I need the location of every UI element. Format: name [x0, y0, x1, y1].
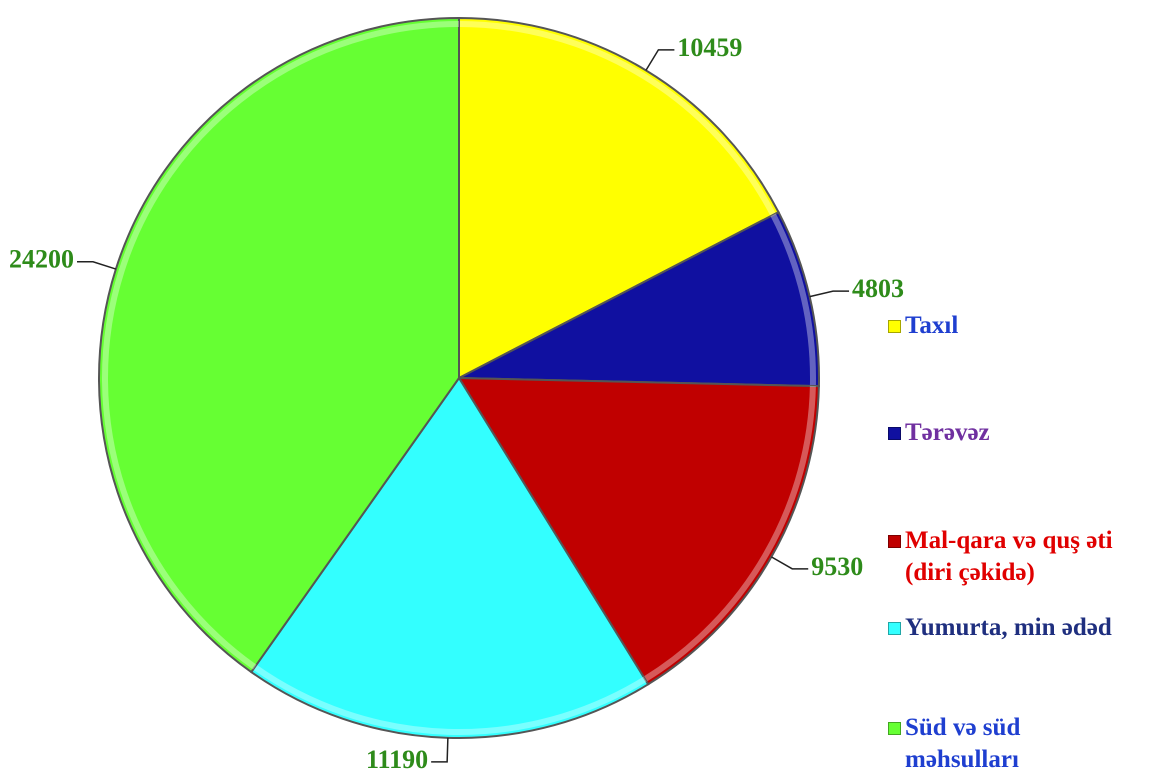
data-label: 4803 [852, 274, 904, 303]
legend-label: Yumurta, min ədəd [905, 614, 1112, 641]
legend-swatch [888, 535, 901, 548]
data-label: 9530 [811, 552, 863, 581]
legend-label: Tərəvəz [905, 419, 990, 446]
leader-line [809, 290, 850, 298]
pie-slice [457, 376, 820, 686]
leader-line [431, 737, 449, 763]
legend-swatch [888, 320, 901, 333]
legend-swatch [888, 427, 901, 440]
legend-label: Mal-qara və quş əti (diri çəkidə) [905, 527, 1113, 586]
legend-swatch [888, 722, 901, 735]
legend-item: Taxıl [888, 310, 1138, 342]
pie-slice [249, 376, 650, 739]
data-label: 10459 [677, 33, 742, 62]
slice-bevel [458, 21, 776, 217]
legend-label: Taxıl [905, 312, 959, 339]
legend-item: Yumurta, min ədəd [888, 612, 1138, 644]
slice-bevel [253, 664, 647, 735]
data-label: 24200 [9, 245, 74, 274]
legend-item: Tərəvəz [888, 417, 1138, 449]
slice-bevel [102, 21, 460, 670]
pie-slice [458, 210, 820, 388]
legend-label: Süd və süd məhsulları [905, 714, 1021, 773]
legend-item: Mal-qara və quş əti (diri çəkidə) [888, 525, 1138, 589]
pie-slice [98, 16, 460, 674]
pie-slice [458, 16, 780, 380]
legend-item: Süd və süd məhsulları [888, 712, 1138, 776]
slice-bevel [770, 213, 816, 387]
leader-line [645, 49, 675, 71]
legend-swatch [888, 622, 901, 635]
leader-line [77, 261, 117, 270]
data-label: 11190 [366, 745, 428, 774]
slice-bevel [643, 385, 816, 682]
leader-line [771, 556, 809, 570]
